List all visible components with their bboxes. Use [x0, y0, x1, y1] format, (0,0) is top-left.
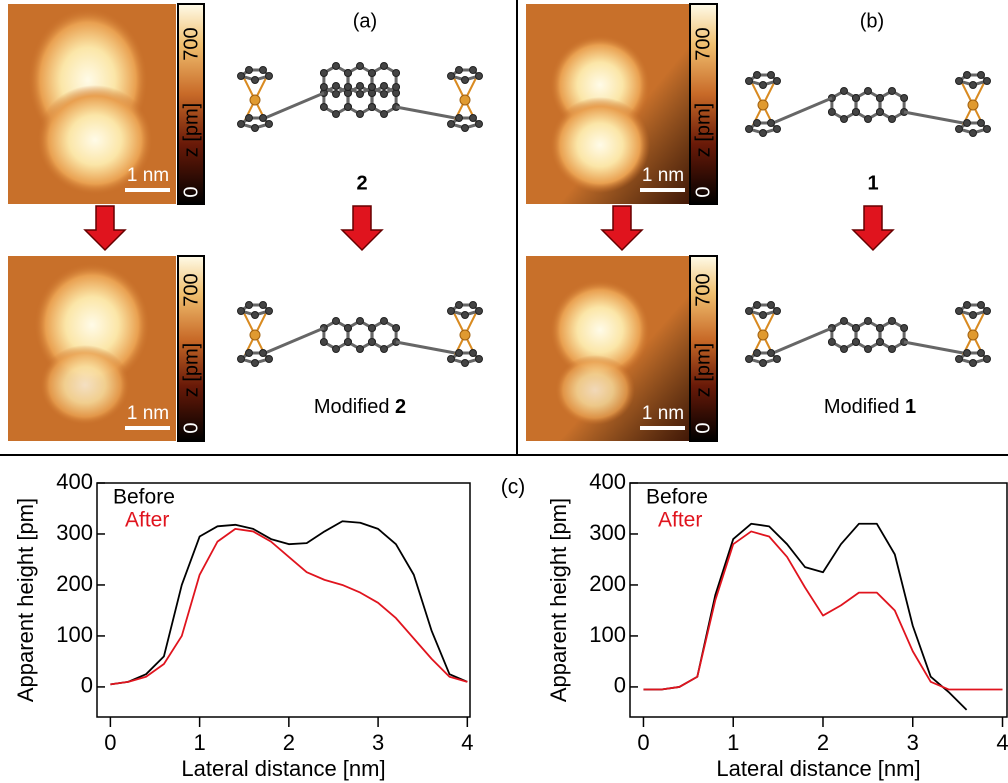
x-axis-title: Lateral distance [nm]	[181, 756, 385, 781]
scale-bar-label: 1 nm	[642, 403, 684, 424]
colorbar-title: z [pm]	[180, 343, 202, 397]
colorbar-min: 0	[180, 186, 202, 197]
arrow	[602, 206, 642, 250]
molecule-number: 1	[905, 396, 916, 418]
stm-image: 1 nm	[8, 4, 176, 204]
data-line	[643, 524, 966, 710]
colorbar: 0 z [pm] 700	[690, 256, 717, 441]
molecule-label: 1	[867, 172, 878, 194]
stm-image: 1 nm	[526, 256, 690, 441]
x-tick-label: 0	[104, 730, 116, 755]
y-axis-title: Apparent height [pm]	[546, 498, 571, 702]
colorbar-max: 700	[180, 273, 202, 306]
x-tick-label: 4	[996, 730, 1008, 755]
molecule	[749, 75, 987, 133]
y-tick-label: 300	[56, 520, 93, 545]
legend-label: Before	[113, 486, 175, 509]
panel-label: (c)	[501, 476, 526, 499]
y-tick-label: 400	[589, 469, 626, 494]
colorbar-max: 700	[180, 27, 202, 60]
colorbar-min: 0	[180, 422, 202, 433]
panel-label: (a)	[353, 10, 377, 32]
data-line	[110, 529, 467, 684]
data-line	[110, 521, 467, 684]
x-tick-label: 1	[727, 730, 739, 755]
molecule	[749, 305, 987, 363]
panel-label: (b)	[860, 10, 884, 32]
arrow	[85, 206, 125, 250]
legend-label: After	[125, 509, 169, 532]
molecule-caption: Modified 1	[824, 396, 916, 418]
y-tick-label: 100	[589, 622, 626, 647]
molecule-label: 2	[356, 172, 367, 194]
x-tick-label: 4	[461, 730, 473, 755]
molecule-number: 2	[395, 396, 406, 418]
scale-bar-label: 1 nm	[642, 165, 684, 186]
legend-label: After	[658, 509, 702, 532]
colorbar-max: 700	[692, 273, 714, 306]
y-tick-label: 200	[589, 571, 626, 596]
scale-bar-label: 1 nm	[127, 403, 169, 424]
x-tick-label: 2	[817, 730, 829, 755]
caption-prefix: Modified	[314, 396, 390, 418]
arrow	[853, 206, 893, 250]
y-tick-label: 300	[589, 520, 626, 545]
caption-prefix: Modified	[824, 396, 900, 418]
colorbar: 0 z [pm] 700	[178, 4, 204, 204]
y-tick-label: 400	[56, 469, 93, 494]
colorbar-max: 700	[692, 27, 714, 60]
x-tick-label: 1	[193, 730, 205, 755]
y-tick-label: 200	[56, 571, 93, 596]
x-axis-title: Lateral distance [nm]	[716, 756, 920, 781]
figure: 1 nm 0 z [pm] 700 (a) 2 1 nm 0 z [pm] 70…	[0, 0, 1008, 783]
colorbar-min: 0	[692, 186, 714, 197]
colorbar: 0 z [pm] 700	[690, 4, 717, 204]
x-tick-label: 0	[637, 730, 649, 755]
x-tick-label: 3	[907, 730, 919, 755]
molecule	[241, 305, 479, 363]
colorbar-title: z [pm]	[692, 103, 714, 157]
colorbar-title: z [pm]	[180, 103, 202, 157]
colorbar-title: z [pm]	[692, 343, 714, 397]
data-line	[643, 531, 1002, 689]
arrow	[342, 206, 382, 250]
molecule	[241, 66, 479, 128]
x-tick-label: 3	[372, 730, 384, 755]
y-axis-title: Apparent height [pm]	[13, 498, 38, 702]
stm-image: 1 nm	[8, 256, 176, 441]
legend-label: Before	[646, 486, 708, 509]
scale-bar-label: 1 nm	[127, 165, 169, 186]
colorbar-min: 0	[692, 422, 714, 433]
colorbar: 0 z [pm] 700	[178, 256, 204, 441]
stm-image: 1 nm	[526, 4, 690, 204]
molecule-caption: Modified 2	[314, 396, 406, 418]
top-panels: 1 nm 0 z [pm] 700 (a) 2 1 nm 0 z [pm] 70…	[0, 0, 1008, 455]
x-tick-label: 2	[283, 730, 295, 755]
y-tick-label: 100	[56, 622, 93, 647]
y-tick-label: 0	[81, 673, 93, 698]
y-tick-label: 0	[614, 673, 626, 698]
